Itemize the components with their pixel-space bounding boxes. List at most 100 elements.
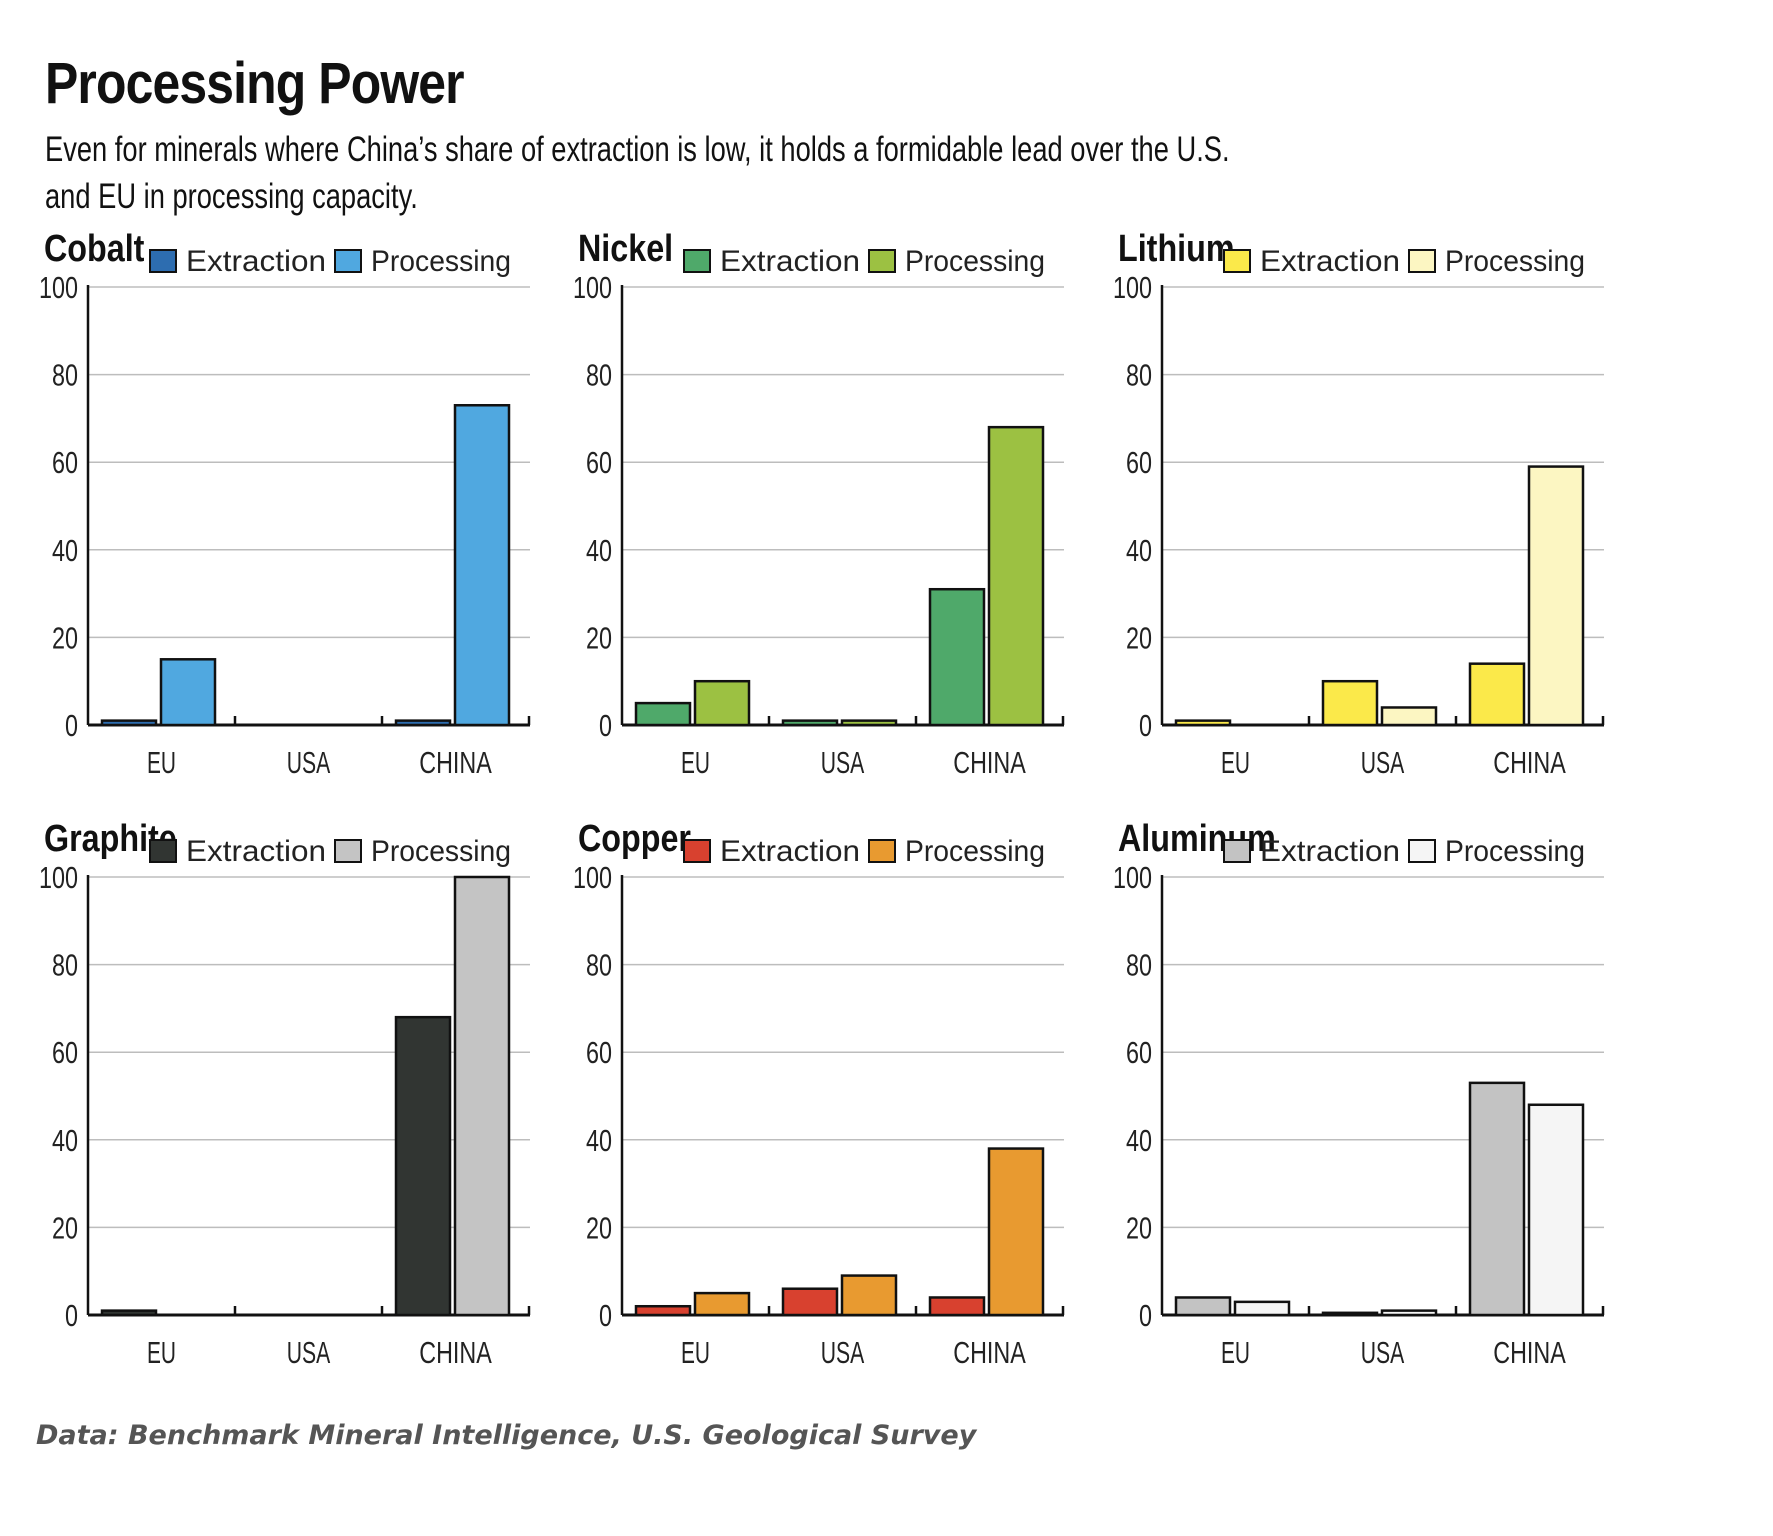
chart-lithium: Lithium Extraction Processing 0 20 40 60 80 100 E…: [1113, 228, 1605, 780]
bar-usa-extraction: [1321, 679, 1379, 727]
y-tick-label: 60: [586, 445, 612, 480]
legend-label-processing: Processing: [1445, 835, 1585, 868]
bar-china-processing: [987, 425, 1045, 727]
x-tick-label: EU: [681, 745, 710, 780]
bar-china-processing: [453, 404, 511, 727]
y-tick-label: 100: [1113, 270, 1152, 305]
legend-label-processing: Processing: [371, 245, 511, 278]
x-tick-label: CHINA: [1493, 1335, 1566, 1370]
y-tick-label: 0: [1139, 708, 1152, 743]
y-tick-label: 40: [1126, 533, 1152, 568]
y-tick-label: 100: [39, 860, 78, 895]
x-tick-label: USA: [821, 745, 865, 780]
legend: Extraction Processing: [149, 245, 511, 278]
legend: Extraction Processing: [149, 835, 511, 868]
y-tick-label: 60: [586, 1035, 612, 1070]
bar-usa-processing: [1380, 1309, 1438, 1317]
y-tick-label: 20: [52, 620, 78, 655]
y-tick-label: 40: [586, 1123, 612, 1158]
y-tick-label: 60: [52, 1035, 78, 1070]
bar-eu-extraction: [100, 719, 158, 727]
y-tick-label: 20: [1126, 620, 1152, 655]
bar-china-processing: [987, 1147, 1045, 1317]
x-tick-label: EU: [1221, 745, 1250, 780]
bar-usa-extraction: [1321, 1311, 1379, 1317]
y-tick-label: 20: [586, 620, 612, 655]
bar-china-extraction: [928, 587, 986, 727]
legend-label-processing: Processing: [905, 245, 1045, 278]
y-tick-label: 80: [52, 948, 78, 983]
legend-swatch-processing: [868, 839, 896, 863]
y-tick-label: 0: [599, 708, 612, 743]
legend-label-extraction: Extraction: [720, 835, 860, 868]
y-tick-label: 60: [52, 445, 78, 480]
chart-cobalt: Cobalt Extraction Processing 0 20 40 60 80 100 EU…: [39, 228, 531, 780]
chart-title: Aluminum: [1118, 818, 1276, 860]
y-tick-label: 40: [586, 533, 612, 568]
legend-label-extraction: Extraction: [1260, 835, 1400, 868]
bar-china-extraction: [928, 1296, 986, 1317]
y-tick-label: 20: [52, 1210, 78, 1245]
y-tick-label: 20: [586, 1210, 612, 1245]
y-tick-label: 40: [1126, 1123, 1152, 1158]
y-tick-label: 40: [52, 533, 78, 568]
legend-swatch-extraction: [1223, 249, 1251, 273]
legend-label-extraction: Extraction: [186, 245, 326, 278]
y-tick-label: 60: [1126, 1035, 1152, 1070]
legend: Extraction Processing: [683, 245, 1045, 278]
x-tick-label: CHINA: [1493, 745, 1566, 780]
x-tick-label: EU: [147, 1335, 176, 1370]
chart-title: Copper: [578, 818, 691, 860]
y-tick-label: 0: [1139, 1298, 1152, 1333]
x-tick-label: USA: [1361, 745, 1405, 780]
x-tick-label: CHINA: [953, 1335, 1026, 1370]
bar-usa-extraction: [781, 1287, 839, 1317]
chart-title: Lithium: [1118, 228, 1235, 270]
bar-china-extraction: [394, 719, 452, 727]
y-tick-label: 60: [1126, 445, 1152, 480]
legend-swatch-processing: [334, 249, 362, 273]
chart-nickel: Nickel Extraction Processing 0 20 40 60 80 100 EU…: [573, 228, 1065, 780]
legend-swatch-extraction: [683, 249, 711, 273]
legend-swatch-processing: [1408, 839, 1436, 863]
bar-usa-processing: [1380, 706, 1438, 727]
bar-eu-processing: [1233, 1300, 1291, 1317]
x-tick-label: USA: [287, 1335, 331, 1370]
legend-swatch-extraction: [149, 839, 177, 863]
page-title: Processing Power: [45, 51, 465, 116]
legend-label-processing: Processing: [1445, 245, 1585, 278]
bar-eu-extraction: [1174, 1296, 1232, 1317]
bar-usa-extraction: [781, 719, 839, 727]
bar-china-extraction: [394, 1015, 452, 1317]
legend-swatch-processing: [868, 249, 896, 273]
y-tick-label: 80: [1126, 948, 1152, 983]
x-tick-label: EU: [681, 1335, 710, 1370]
x-tick-label: USA: [1361, 1335, 1405, 1370]
bar-eu-extraction: [1174, 719, 1232, 727]
y-tick-label: 0: [65, 1298, 78, 1333]
legend-swatch-extraction: [1223, 839, 1251, 863]
bar-eu-processing: [693, 1291, 751, 1317]
legend-label-processing: Processing: [905, 835, 1045, 868]
y-tick-label: 100: [573, 860, 612, 895]
y-tick-label: 100: [39, 270, 78, 305]
y-tick-label: 80: [52, 358, 78, 393]
bar-eu-extraction: [634, 1304, 692, 1317]
bar-china-extraction: [1468, 662, 1526, 727]
chart-graphite: Graphite Extraction Processing020406080100…: [39, 818, 531, 1370]
y-tick-label: 100: [573, 270, 612, 305]
x-tick-label: EU: [1221, 1335, 1250, 1370]
bar-eu-extraction: [634, 701, 692, 727]
y-tick-label: 80: [586, 948, 612, 983]
legend-label-extraction: Extraction: [1260, 245, 1400, 278]
y-tick-label: 20: [1126, 1210, 1152, 1245]
legend-swatch-processing: [334, 839, 362, 863]
legend-swatch-extraction: [683, 839, 711, 863]
bar-usa-processing: [840, 1274, 898, 1317]
chart-title: Cobalt: [44, 228, 145, 270]
x-tick-label: USA: [287, 745, 331, 780]
legend-swatch-processing: [1408, 249, 1436, 273]
legend: Extraction Processing: [683, 835, 1045, 868]
chart-title: Nickel: [578, 228, 673, 270]
